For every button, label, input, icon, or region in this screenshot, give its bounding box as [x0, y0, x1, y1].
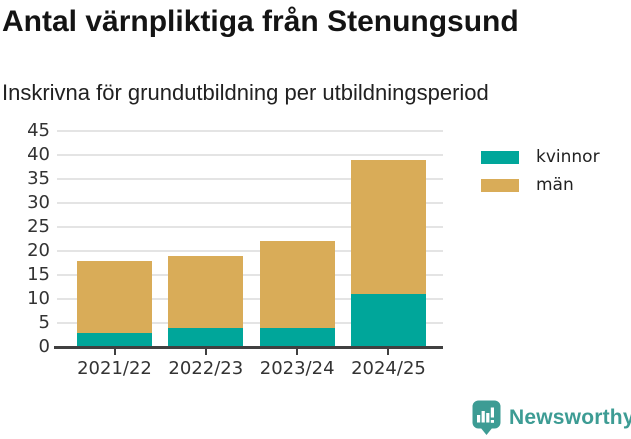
y-gridline [57, 130, 443, 132]
legend-swatch-kvinnor [481, 151, 519, 164]
y-axis-tick-label: 5 [38, 312, 50, 333]
newsworthy-branding: Newsworthy [472, 400, 631, 436]
legend-item-män: män [481, 177, 600, 194]
bar-segment-män [350, 159, 426, 295]
y-axis-tick-label: 25 [27, 216, 50, 237]
bar-segment-kvinnor [77, 332, 152, 347]
legend-label: män [536, 175, 574, 195]
y-axis-tick-label: 40 [27, 144, 50, 165]
y-gridline [57, 322, 443, 324]
legend-swatch-män [481, 179, 519, 192]
bar-segment-kvinnor [168, 327, 244, 347]
y-gridline [57, 202, 443, 204]
chart-subtitle: Inskrivna för grundutbildning per utbild… [2, 80, 489, 105]
x-axis-tick [113, 349, 116, 355]
y-gridline [57, 154, 443, 156]
x-axis-tick-label: 2023/24 [259, 358, 335, 379]
y-axis-tick-label: 45 [27, 120, 50, 141]
legend-label: kvinnor [536, 147, 600, 167]
x-axis-line [54, 346, 443, 349]
x-axis-tick-label: 2022/23 [168, 358, 244, 379]
x-axis-tick [296, 349, 299, 355]
x-axis-tick-label: 2024/25 [351, 358, 426, 379]
bar-segment-män [77, 260, 152, 333]
x-axis-tick-label: 2021/22 [77, 358, 152, 379]
brand-name: Newsworthy [509, 406, 631, 429]
y-axis-tick-label: 10 [27, 288, 50, 309]
y-axis-tick-label: 15 [27, 264, 50, 285]
y-gridline [57, 298, 443, 300]
bar-segment-kvinnor [350, 294, 426, 347]
y-gridline [57, 178, 443, 180]
y-axis-tick-label: 35 [27, 168, 50, 189]
bar-segment-män [259, 241, 335, 328]
chart-legend: kvinnor män [481, 149, 600, 205]
bar-segment-män [168, 255, 244, 328]
y-gridline [57, 226, 443, 228]
y-axis-tick-label: 30 [27, 192, 50, 213]
x-axis-tick [387, 349, 390, 355]
chart-title: Antal värnpliktiga från Stenungsund [2, 5, 519, 38]
y-gridline [57, 274, 443, 276]
x-axis-tick [204, 349, 207, 355]
legend-item-kvinnor: kvinnor [481, 149, 600, 166]
y-axis-tick-label: 20 [27, 240, 50, 261]
bar-segment-kvinnor [259, 327, 335, 347]
y-gridline [57, 250, 443, 252]
y-axis-tick-label: 0 [38, 336, 50, 357]
newsworthy-logo-icon [472, 400, 501, 435]
